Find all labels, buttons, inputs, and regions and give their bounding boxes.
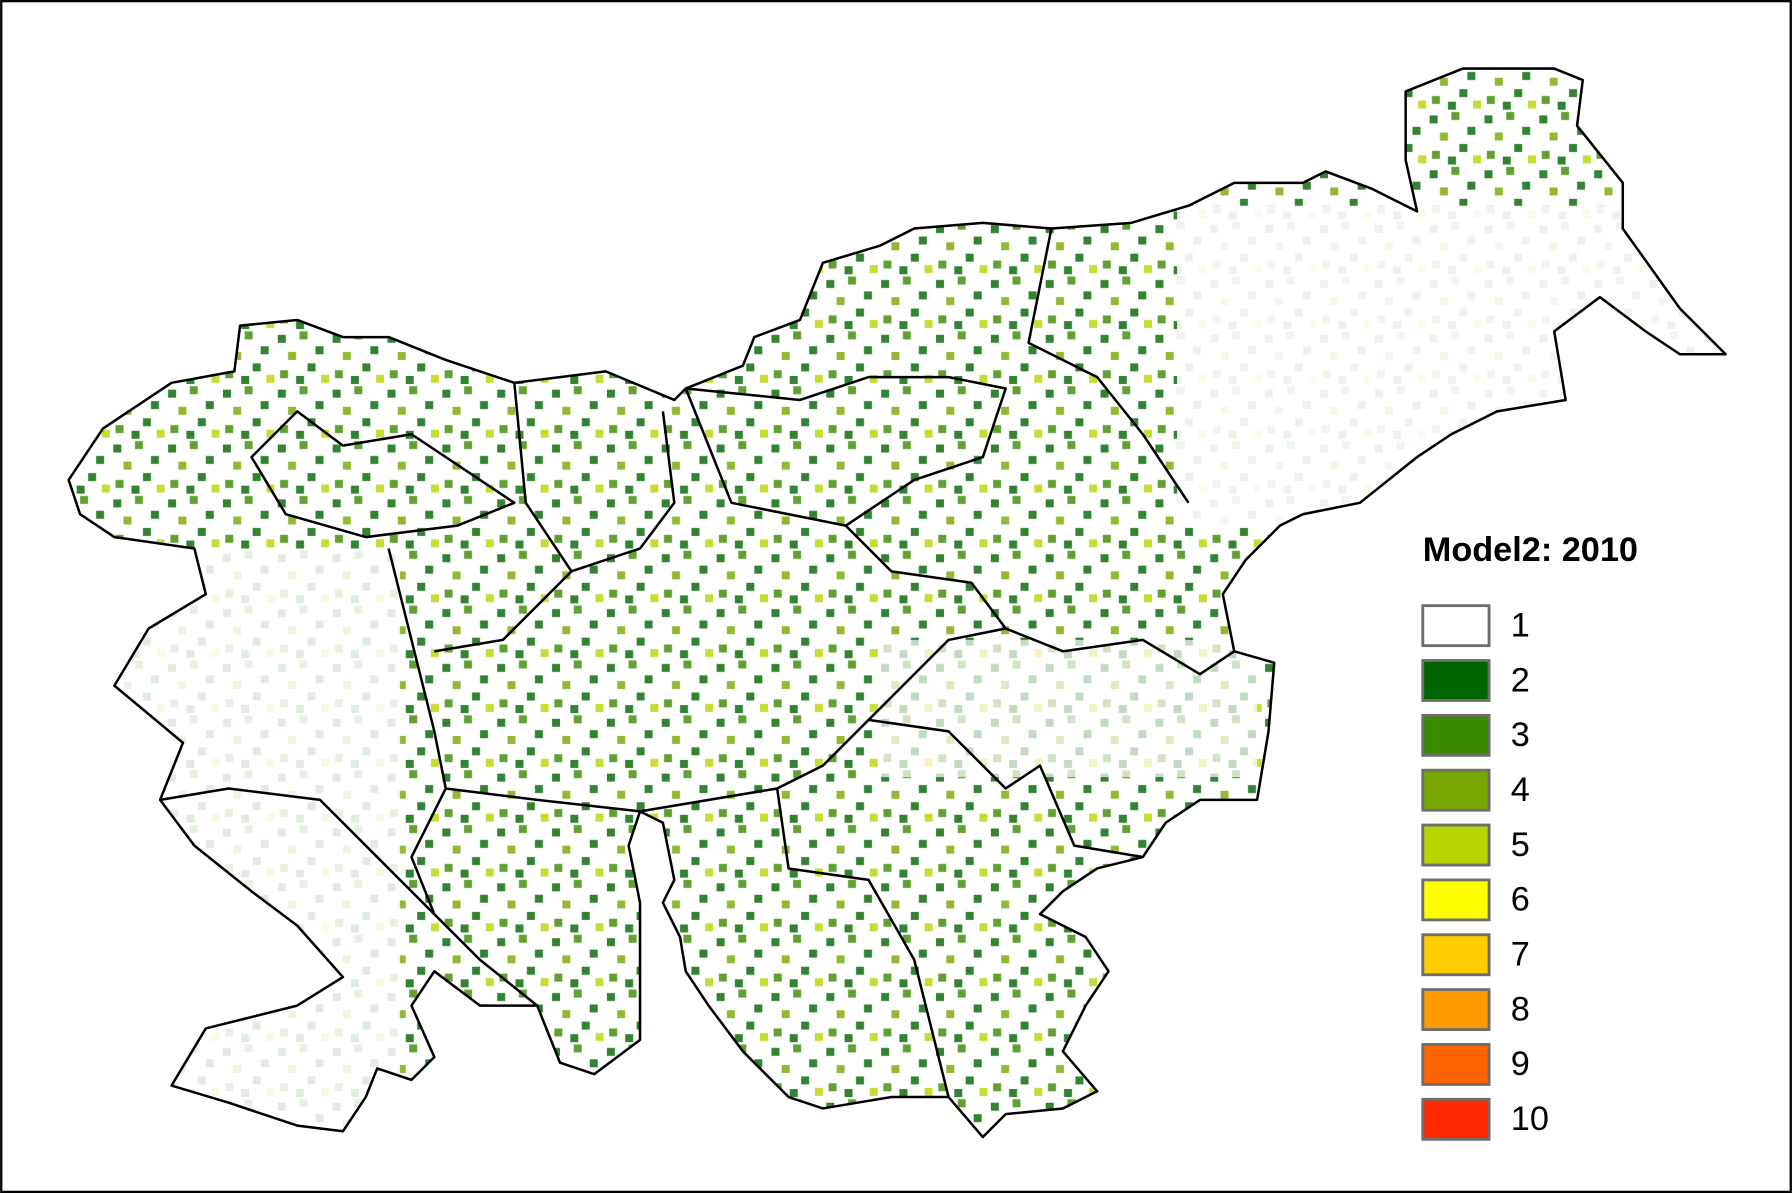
legend-label: 5 bbox=[1511, 826, 1530, 864]
legend-swatch bbox=[1421, 878, 1491, 922]
legend-title: Model2: 2010 bbox=[1423, 531, 1638, 569]
legend-label: 2 bbox=[1511, 661, 1530, 699]
legend-swatch bbox=[1421, 659, 1491, 702]
legend-swatch bbox=[1421, 1097, 1491, 1141]
legend-label: 6 bbox=[1511, 881, 1530, 919]
region-borders bbox=[67, 67, 1727, 1139]
legend-swatch bbox=[1421, 823, 1491, 867]
legend-swatch bbox=[1421, 604, 1491, 648]
legend-label: 4 bbox=[1511, 771, 1530, 809]
legend-swatch bbox=[1421, 988, 1491, 1032]
legend-label: 3 bbox=[1511, 716, 1530, 754]
legend-label: 7 bbox=[1511, 936, 1530, 974]
legend-label: 1 bbox=[1511, 606, 1530, 644]
legend-swatch bbox=[1421, 713, 1491, 757]
legend-swatch bbox=[1421, 768, 1491, 812]
legend: Model2: 2010 1 2 3 4 5 6 7 8 9 10 bbox=[1421, 531, 1638, 1141]
legend-swatch bbox=[1421, 933, 1491, 977]
legend-label: 10 bbox=[1511, 1100, 1549, 1138]
legend-swatch bbox=[1421, 1043, 1491, 1086]
legend-label: 9 bbox=[1511, 1045, 1530, 1083]
legend-label: 8 bbox=[1511, 990, 1530, 1028]
